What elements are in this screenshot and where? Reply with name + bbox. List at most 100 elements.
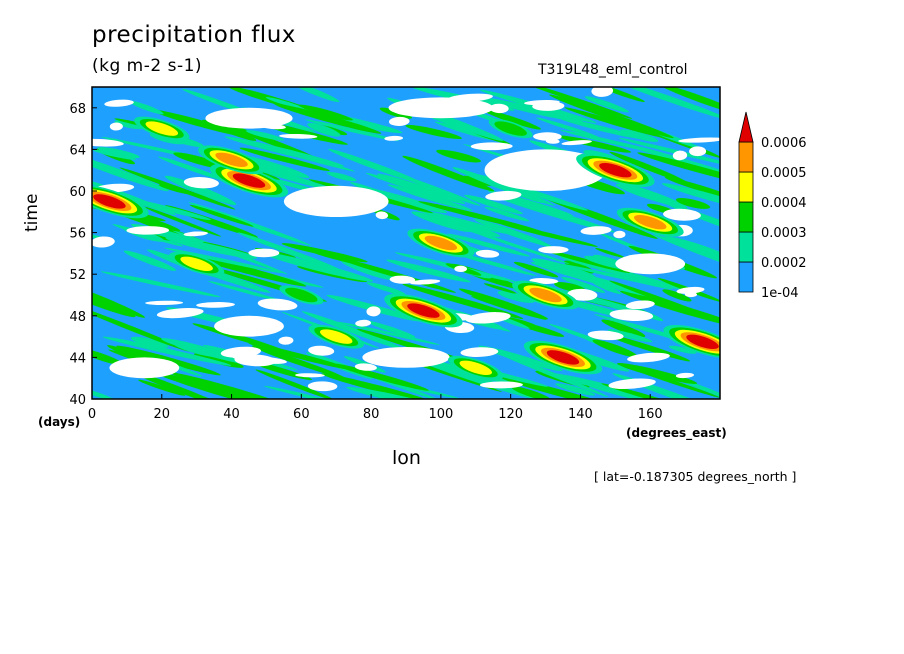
field-streak bbox=[92, 151, 169, 192]
dry-area bbox=[205, 107, 293, 129]
chart-units: (kg m-2 s-1) bbox=[92, 56, 203, 76]
dry-speck bbox=[675, 372, 695, 379]
field-streak bbox=[447, 233, 530, 257]
precip-contour bbox=[145, 121, 179, 136]
field-streak bbox=[114, 120, 143, 130]
colorbar-label: 0.0004 bbox=[761, 196, 807, 211]
field-streak bbox=[436, 149, 481, 163]
dry-speck bbox=[533, 132, 562, 141]
field-streak bbox=[274, 103, 382, 134]
field-streak bbox=[379, 107, 413, 119]
field-streak bbox=[341, 260, 395, 281]
field-streak bbox=[558, 117, 642, 139]
precip-contour bbox=[232, 173, 266, 188]
field-streak bbox=[601, 383, 692, 399]
dry-speck bbox=[366, 306, 381, 317]
x-tick-label: 120 bbox=[498, 407, 523, 422]
field-streak bbox=[561, 276, 606, 293]
dry-speck bbox=[465, 312, 511, 324]
precip-contour bbox=[215, 152, 248, 168]
field-streak bbox=[584, 96, 629, 113]
field-streak bbox=[138, 379, 186, 396]
field-streak bbox=[473, 218, 552, 247]
field-streak bbox=[365, 320, 416, 338]
field-streak bbox=[97, 147, 140, 159]
dry-speck bbox=[245, 356, 287, 364]
field-streak bbox=[659, 87, 720, 116]
field-streak bbox=[619, 183, 688, 209]
dry-speck bbox=[627, 352, 670, 363]
field-streak bbox=[617, 363, 698, 384]
colorbar-swatch bbox=[738, 201, 754, 233]
dry-area bbox=[484, 149, 607, 191]
field-streak bbox=[170, 372, 295, 399]
dry-speck bbox=[258, 123, 286, 130]
field-streak bbox=[366, 282, 406, 295]
field-streak bbox=[415, 358, 534, 399]
dry-speck bbox=[183, 177, 219, 189]
field-streak bbox=[237, 232, 344, 272]
dry-speck bbox=[475, 249, 500, 258]
dry-speck bbox=[561, 140, 592, 146]
colorbar-label: 0.0003 bbox=[761, 226, 807, 241]
field-streak bbox=[202, 119, 257, 141]
field-streak bbox=[493, 195, 615, 233]
field-streak bbox=[92, 385, 117, 399]
dry-speck bbox=[278, 336, 294, 345]
precip-contour bbox=[546, 350, 580, 365]
colorbar-label: 0.0006 bbox=[761, 136, 807, 151]
dry-speck bbox=[388, 116, 410, 127]
dry-speck bbox=[591, 87, 614, 97]
x-tick-label: 0 bbox=[88, 407, 96, 422]
y-tick-label: 56 bbox=[69, 227, 86, 242]
field-streak bbox=[337, 321, 440, 345]
field-streak bbox=[484, 206, 530, 222]
precip-contour bbox=[686, 334, 719, 350]
dry-speck bbox=[410, 279, 441, 285]
field-streak bbox=[164, 247, 282, 273]
field-streak bbox=[102, 336, 232, 366]
dry-area bbox=[214, 315, 284, 337]
field-streak bbox=[483, 109, 541, 130]
field-streak bbox=[513, 261, 559, 278]
colorbar-extend-arrow bbox=[738, 111, 754, 143]
precip-contour bbox=[93, 194, 126, 209]
dry-speck bbox=[109, 122, 123, 131]
field-streak bbox=[601, 319, 646, 338]
dry-speck bbox=[676, 286, 705, 294]
field-streak bbox=[387, 184, 473, 211]
field-streak bbox=[471, 296, 547, 320]
field-streak bbox=[377, 173, 466, 204]
dry-speck bbox=[279, 133, 318, 139]
field-streak bbox=[158, 156, 228, 182]
x-tick-label: 80 bbox=[363, 407, 380, 422]
field-streak bbox=[92, 279, 145, 318]
field-streak bbox=[543, 249, 631, 274]
precip-contour bbox=[180, 256, 213, 272]
field-streak bbox=[239, 147, 330, 171]
x-axis-unit: (degrees_east) bbox=[626, 426, 727, 440]
dry-speck bbox=[678, 137, 720, 143]
colorbar-label: 1e-04 bbox=[761, 286, 799, 301]
dry-speck bbox=[625, 300, 655, 310]
dry-speck bbox=[587, 330, 624, 341]
field-streak bbox=[592, 339, 638, 358]
y-tick-label: 44 bbox=[69, 351, 86, 366]
field-streak bbox=[595, 248, 625, 258]
field-streak bbox=[499, 376, 617, 399]
precip-contour bbox=[633, 214, 667, 230]
field-streak bbox=[502, 316, 537, 327]
colorbar-swatch bbox=[738, 171, 754, 203]
field-streak bbox=[620, 129, 659, 142]
x-tick-label: 140 bbox=[568, 407, 593, 422]
field-streak bbox=[483, 283, 517, 294]
field-streak bbox=[307, 122, 341, 137]
y-tick-label: 48 bbox=[69, 310, 86, 325]
dry-speck bbox=[684, 291, 698, 298]
field-streak bbox=[314, 252, 387, 271]
field-streak bbox=[531, 258, 596, 278]
field-streak bbox=[328, 148, 422, 184]
field-streak bbox=[208, 281, 284, 302]
field-streak bbox=[609, 280, 720, 326]
field-streak bbox=[607, 87, 720, 120]
